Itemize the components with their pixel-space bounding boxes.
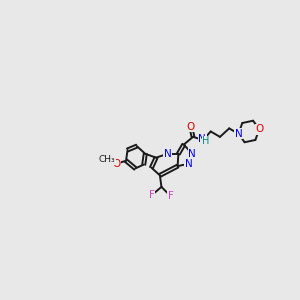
Text: N: N <box>188 149 196 159</box>
Text: O: O <box>255 124 263 134</box>
Text: O: O <box>187 122 195 132</box>
Text: N: N <box>164 149 172 159</box>
Text: CH₃: CH₃ <box>98 155 115 164</box>
Text: N: N <box>235 129 242 139</box>
Text: F: F <box>168 191 174 201</box>
Text: O: O <box>112 159 120 169</box>
Text: N: N <box>184 159 192 169</box>
Text: N: N <box>198 134 206 144</box>
Text: H: H <box>202 136 210 146</box>
Text: F: F <box>148 190 154 200</box>
